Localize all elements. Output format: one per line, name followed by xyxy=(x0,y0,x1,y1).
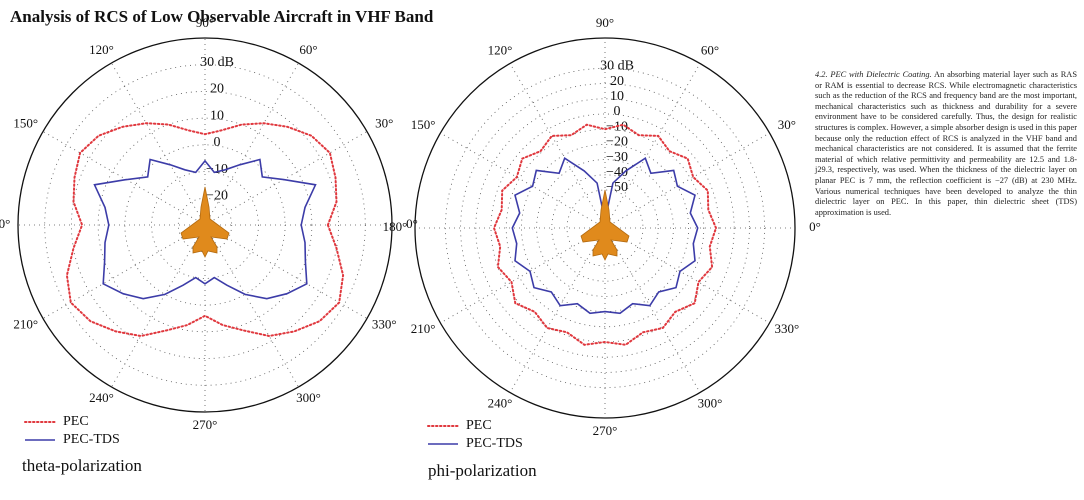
legend-label: PEC-TDS xyxy=(63,432,120,447)
radial-label: −30 xyxy=(606,150,628,165)
radial-label: −50 xyxy=(606,180,628,195)
series-line xyxy=(511,156,699,315)
angle-label: 210° xyxy=(13,316,38,331)
spoke xyxy=(604,227,701,393)
angle-label: 120° xyxy=(488,42,513,57)
angle-label: 90° xyxy=(596,15,614,30)
spoke xyxy=(42,131,206,226)
ring xyxy=(444,67,766,389)
ring xyxy=(124,144,286,306)
outer-circle xyxy=(414,37,796,419)
aircraft-icon xyxy=(580,189,630,261)
angle-label: 330° xyxy=(372,316,397,331)
spoke xyxy=(509,63,606,229)
spoke xyxy=(604,63,701,229)
spoke xyxy=(204,131,368,226)
ring xyxy=(566,189,644,267)
spoke xyxy=(440,227,606,324)
angle-label: 330° xyxy=(775,321,800,336)
angle-label: 300° xyxy=(698,396,723,411)
radial-label: −10 xyxy=(206,162,228,177)
spoke xyxy=(204,62,299,226)
angle-label: 120° xyxy=(89,42,114,57)
radial-label: 10 xyxy=(610,89,624,104)
ring xyxy=(536,159,674,297)
chart-caption: phi-polarization xyxy=(428,461,537,480)
ring xyxy=(551,174,659,282)
ring xyxy=(97,117,313,333)
spoke xyxy=(509,227,606,393)
page-title: Analysis of RCS of Low Observable Aircra… xyxy=(10,7,434,26)
paragraph: 4.2. PEC with Dielectric Coating. An abs… xyxy=(815,70,1077,218)
section-heading: 4.2. PEC with Dielectric Coating. xyxy=(815,70,932,79)
radial-label: 20 xyxy=(610,74,624,89)
angle-label: 240° xyxy=(89,390,114,405)
spoke xyxy=(111,224,206,388)
angle-label: 270° xyxy=(193,417,218,432)
angle-label: 150° xyxy=(411,117,436,132)
radial-label: 30 dB xyxy=(600,59,634,74)
legend-label: PEC-TDS xyxy=(466,436,523,451)
ring xyxy=(490,113,720,343)
angle-label: 0° xyxy=(809,219,821,234)
angle-label: 270° xyxy=(593,423,618,438)
angle-label: 180° xyxy=(0,216,10,231)
ring xyxy=(521,143,690,312)
radial-label: −20 xyxy=(606,135,628,150)
radial-label: −40 xyxy=(606,165,628,180)
angle-label: 300° xyxy=(296,390,321,405)
ring xyxy=(71,91,339,359)
angle-label: 60° xyxy=(299,42,317,57)
ring xyxy=(151,171,259,279)
series-line xyxy=(65,122,345,338)
angle-label: 180° xyxy=(383,219,408,234)
aircraft-icon xyxy=(180,186,230,258)
radial-label: 10 xyxy=(210,108,224,123)
angle-label: 240° xyxy=(488,396,513,411)
legend-label: PEC xyxy=(466,418,492,433)
radial-label: 0 xyxy=(614,104,621,119)
spoke xyxy=(440,132,606,229)
chart-caption: theta-polarization xyxy=(22,456,142,475)
angle-label: 210° xyxy=(411,321,436,336)
radial-label: 30 dB xyxy=(200,55,234,70)
spoke xyxy=(204,224,299,388)
series-line xyxy=(492,123,718,346)
angle-label: 30° xyxy=(778,117,796,132)
radial-label: −20 xyxy=(206,189,228,204)
angle-label: 90° xyxy=(196,15,214,30)
spoke xyxy=(604,227,770,324)
angle-label: 0° xyxy=(406,216,418,231)
radial-label: 0 xyxy=(214,135,221,150)
outer-circle xyxy=(17,37,393,413)
angle-label: 60° xyxy=(701,42,719,57)
ring xyxy=(44,64,366,386)
series-line xyxy=(93,158,317,300)
angle-label: 30° xyxy=(375,115,393,130)
radial-label: 20 xyxy=(210,82,224,97)
legend-label: PEC xyxy=(63,414,89,429)
angle-label: 150° xyxy=(13,115,38,130)
ring xyxy=(460,83,750,373)
spoke xyxy=(111,62,206,226)
ring xyxy=(475,98,735,358)
paragraph-body: An absorbing material layer such as RAS … xyxy=(815,70,1077,217)
spoke xyxy=(42,224,206,319)
spoke xyxy=(604,132,770,229)
